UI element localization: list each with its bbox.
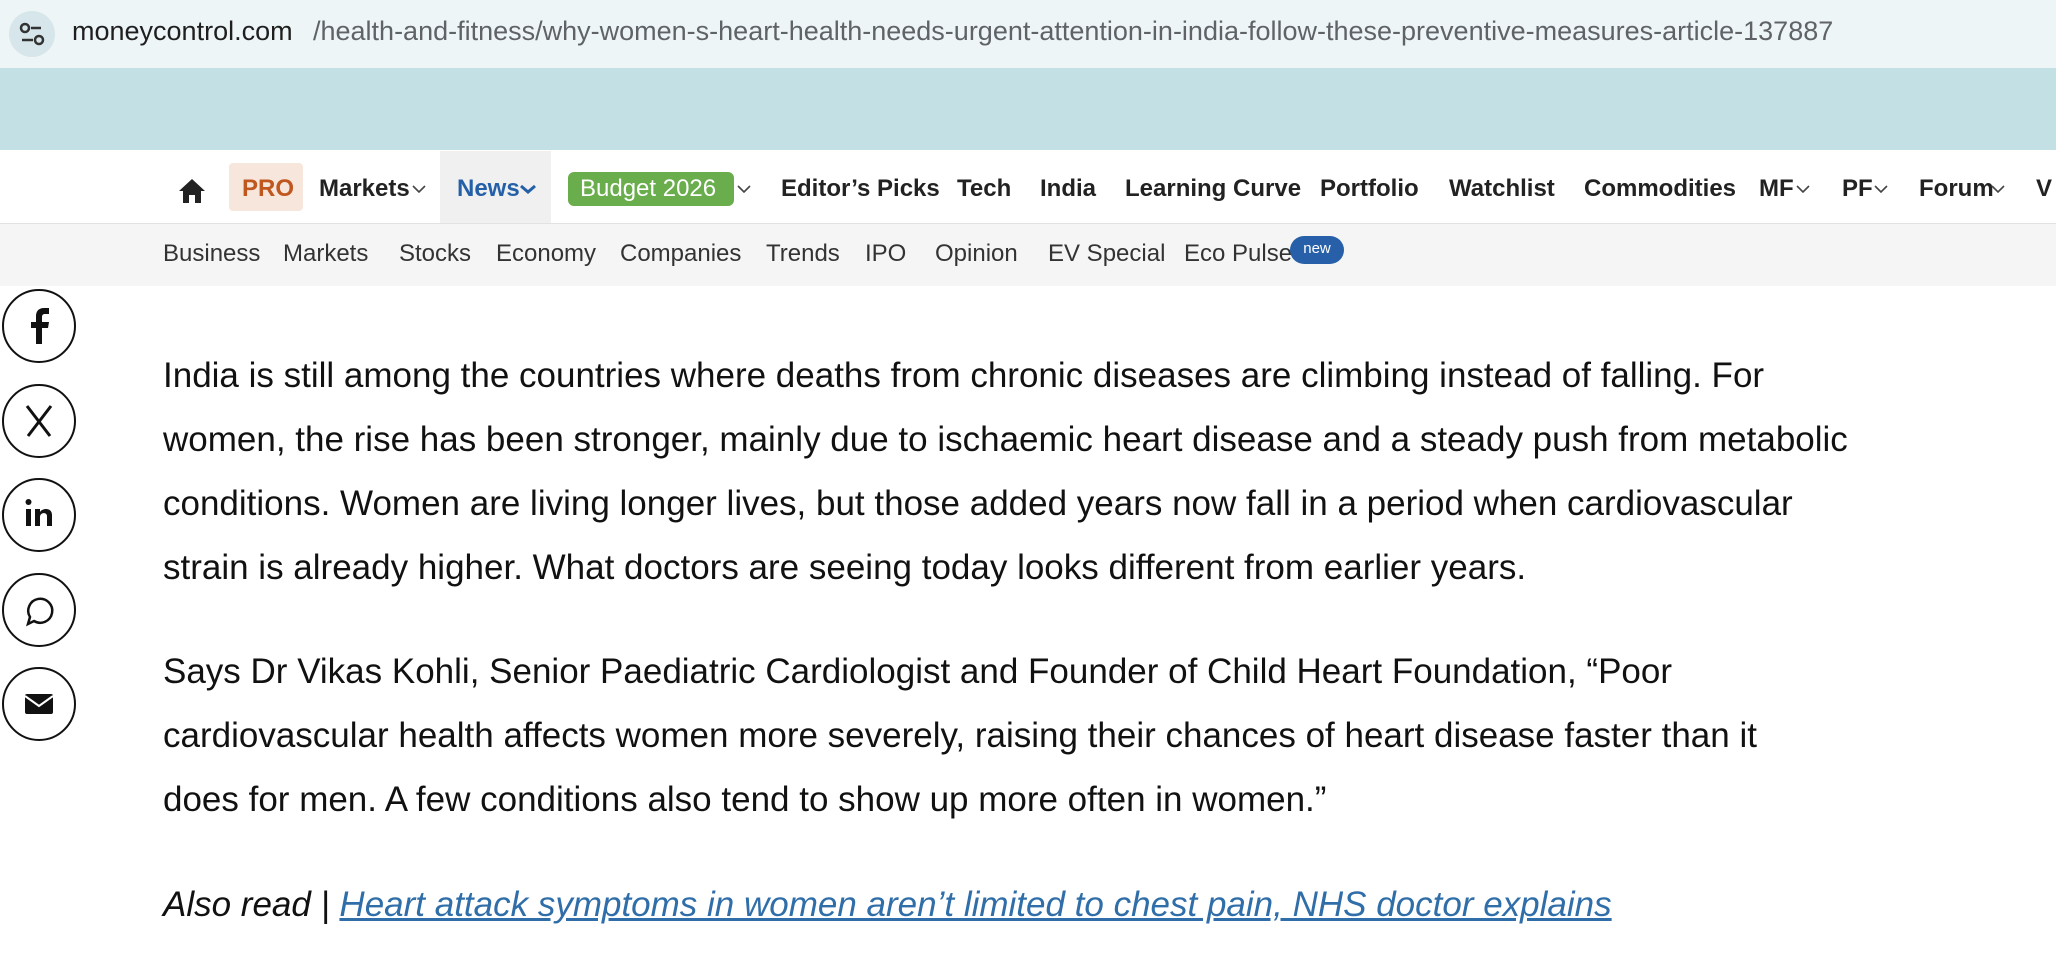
url-domain[interactable]: moneycontrol.com bbox=[72, 16, 293, 46]
subnav-item[interactable]: Companies bbox=[620, 240, 742, 267]
nav-item[interactable]: Tech bbox=[957, 175, 1012, 202]
paragraph-line: women, the rise has been stronger, mainl… bbox=[163, 420, 1848, 459]
chevron bbox=[1874, 185, 1888, 194]
primary-nav bbox=[0, 150, 2056, 224]
budget-pill bbox=[568, 172, 734, 206]
nav-item[interactable]: Learning Curve bbox=[1125, 175, 1302, 202]
nav-item[interactable]: Portfolio bbox=[1320, 175, 1419, 202]
url-bar: moneycontrol.com /health-and-fitness/why… bbox=[0, 0, 2056, 68]
paragraph-line: does for men. A few conditions also tend… bbox=[163, 780, 1327, 819]
x-share[interactable] bbox=[2, 384, 76, 458]
paragraph-line: strain is already higher. What doctors a… bbox=[163, 548, 1527, 587]
nav-item[interactable]: Forum bbox=[1919, 175, 1994, 202]
nav-item[interactable]: Budget 2026 bbox=[580, 175, 717, 202]
nav-item[interactable]: MF bbox=[1759, 175, 1794, 202]
nav-item[interactable]: Commodities bbox=[1584, 175, 1737, 202]
share-rail bbox=[2, 289, 76, 741]
subnav-item[interactable]: Eco Pulse bbox=[1184, 240, 1293, 267]
paragraph-line: Says Dr Vikas Kohli, Senior Paediatric C… bbox=[163, 652, 1673, 691]
nav-item[interactable]: Editor’s Picks bbox=[781, 175, 940, 202]
nav-item[interactable]: News bbox=[457, 175, 520, 202]
paragraph-line: India is still among the countries where… bbox=[163, 356, 1765, 395]
home-icon[interactable] bbox=[177, 176, 207, 206]
ad-band bbox=[0, 68, 2056, 150]
paragraph-line: cardiovascular health affects women more… bbox=[163, 716, 1757, 755]
subnav-item[interactable]: Markets bbox=[283, 240, 369, 267]
nav-item[interactable]: V bbox=[2036, 175, 2053, 202]
new-badge: new bbox=[1290, 236, 1344, 264]
chevron bbox=[412, 185, 426, 194]
nav-item[interactable]: India bbox=[1040, 175, 1097, 202]
also-read-label: Also read | bbox=[163, 885, 330, 924]
email-share[interactable] bbox=[2, 667, 76, 741]
subnav-item[interactable]: Stocks bbox=[399, 240, 472, 267]
subnav-item[interactable]: IPO bbox=[865, 240, 907, 267]
chevron bbox=[737, 185, 751, 194]
subnav-item[interactable]: Business bbox=[163, 240, 261, 267]
subnav-item[interactable]: Economy bbox=[496, 240, 597, 267]
nav-item[interactable]: Watchlist bbox=[1449, 175, 1555, 202]
linkedin-share[interactable] bbox=[2, 478, 76, 552]
subnav-item[interactable]: Trends bbox=[766, 240, 840, 267]
also-read: Also read | Heart attack symptoms in wom… bbox=[163, 885, 1612, 925]
facebook-share[interactable] bbox=[2, 289, 76, 363]
site-info-icon[interactable] bbox=[8, 10, 56, 58]
paragraph-line: conditions. Women are living longer live… bbox=[163, 484, 1793, 523]
nav-item[interactable]: Markets bbox=[319, 175, 410, 202]
nav-item[interactable]: PRO bbox=[242, 175, 295, 202]
chevron bbox=[1991, 185, 2005, 194]
subnav-item[interactable]: Opinion bbox=[935, 240, 1018, 267]
chevron bbox=[520, 184, 536, 194]
url-path[interactable]: /health-and-fitness/why-women-s-heart-he… bbox=[313, 16, 1834, 46]
also-read-link[interactable]: Heart attack symptoms in women aren’t li… bbox=[339, 885, 1612, 924]
subnav-item[interactable]: EV Special bbox=[1048, 240, 1166, 267]
pro-bg bbox=[229, 163, 303, 211]
nav-item[interactable]: PF bbox=[1842, 175, 1873, 202]
chevron bbox=[1796, 185, 1810, 194]
secondary-nav bbox=[0, 224, 2056, 286]
whatsapp-share[interactable] bbox=[2, 573, 76, 647]
